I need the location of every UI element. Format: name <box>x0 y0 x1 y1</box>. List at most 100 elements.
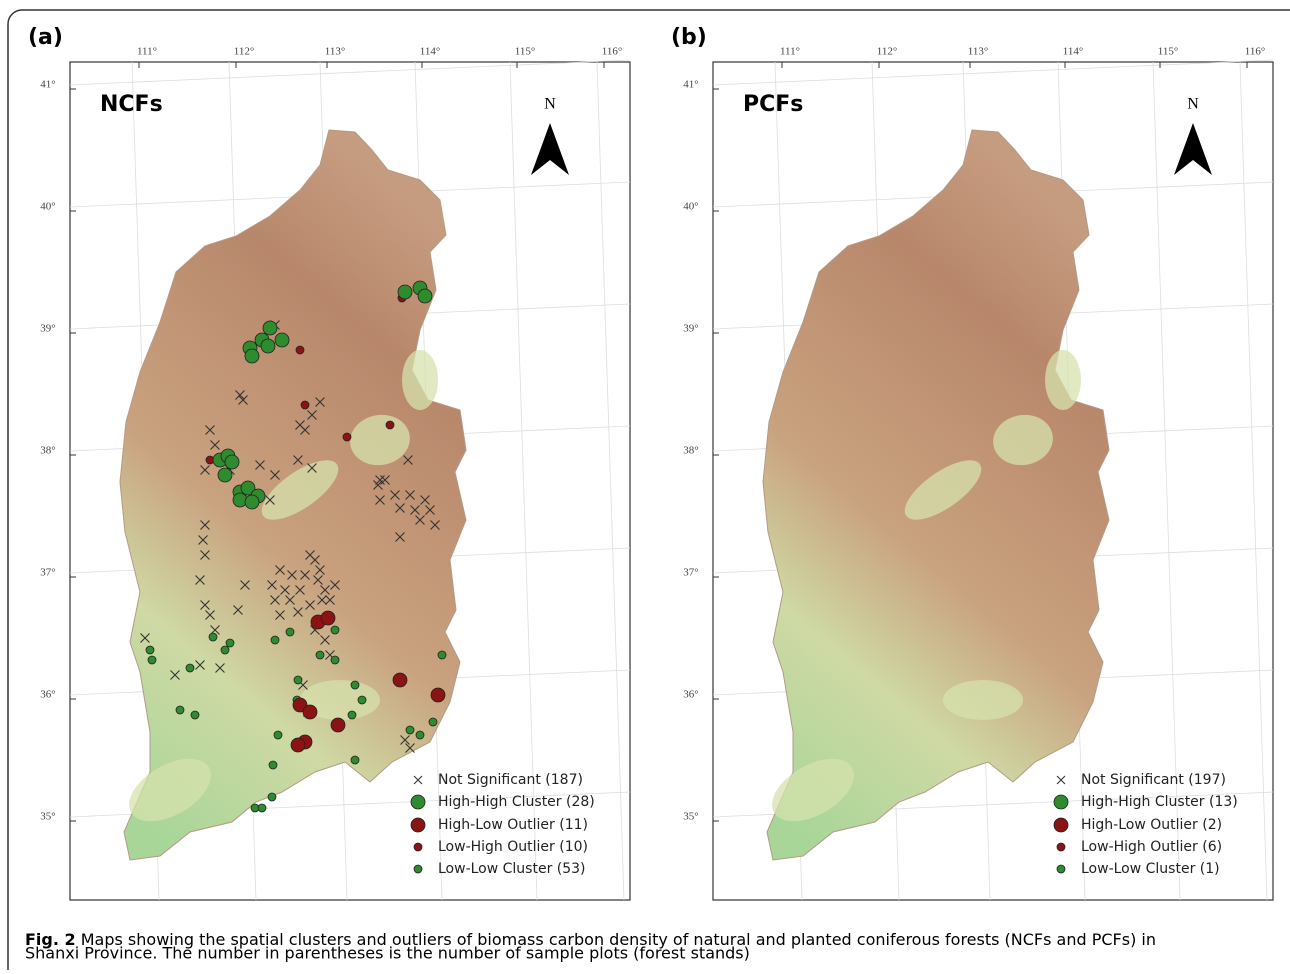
lon-tick-label: 112° <box>877 46 898 58</box>
valley <box>402 350 438 410</box>
low-low-marker <box>176 706 184 714</box>
low-high-marker <box>386 421 394 429</box>
low-low-marker <box>186 664 194 672</box>
high-high-marker <box>225 455 239 469</box>
low-low-marker <box>351 681 359 689</box>
low-low-marker <box>331 626 339 634</box>
lat-tick-label: 37° <box>683 567 698 579</box>
lon-tick-label: 113° <box>968 46 989 58</box>
lat-tick-label: 35° <box>683 811 698 823</box>
lat-tick-label: 35° <box>40 811 55 823</box>
legend-symbol <box>1057 865 1065 873</box>
high-high-marker <box>218 468 232 482</box>
legend-symbol <box>414 843 422 851</box>
lon-tick-label: 114° <box>420 46 441 58</box>
legend-label: High-Low Outlier (2) <box>1081 817 1222 833</box>
low-low-marker <box>226 639 234 647</box>
low-low-marker <box>348 711 356 719</box>
lon-tick-label: 115° <box>1158 46 1179 58</box>
lon-tick-label: 116° <box>1245 46 1266 58</box>
high-high-marker <box>418 289 432 303</box>
legend-label: High-High Cluster (13) <box>1081 794 1238 810</box>
lat-tick-label: 39° <box>683 323 698 335</box>
low-low-marker <box>148 656 156 664</box>
low-low-marker <box>209 633 217 641</box>
low-low-marker <box>406 726 414 734</box>
lon-tick-label: 113° <box>325 46 346 58</box>
legend-label: Low-High Outlier (6) <box>1081 839 1222 855</box>
low-low-marker <box>351 756 359 764</box>
panel-label: (b) <box>671 25 707 50</box>
legend-label: Low-Low Cluster (1) <box>1081 861 1220 877</box>
legend-symbol <box>414 865 422 873</box>
high-high-marker <box>245 495 259 509</box>
legend-symbol <box>1054 818 1068 832</box>
low-low-marker <box>358 696 366 704</box>
map-title: PCFs <box>743 92 803 117</box>
north-label: N <box>1187 96 1199 113</box>
lat-tick-label: 38° <box>683 445 698 457</box>
legend-label: High-Low Outlier (11) <box>438 817 588 833</box>
legend-label: Low-Low Cluster (53) <box>438 861 586 877</box>
caption-text: Shanxi Province. The number in parenthes… <box>25 944 750 963</box>
low-low-marker <box>316 651 324 659</box>
legend-symbol <box>411 795 425 809</box>
low-low-marker <box>429 718 437 726</box>
low-low-marker <box>271 636 279 644</box>
low-low-marker <box>274 731 282 739</box>
high-high-marker <box>275 333 289 347</box>
legend-symbol <box>1057 843 1065 851</box>
lat-tick-label: 40° <box>683 201 698 213</box>
lon-tick-label: 111° <box>780 46 800 58</box>
low-high-marker <box>296 346 304 354</box>
high-low-marker <box>393 673 407 687</box>
map-panel: (a)111°112°113°114°115°116°41°40°39°38°3… <box>28 25 630 900</box>
lat-tick-label: 37° <box>40 567 55 579</box>
low-low-marker <box>221 646 229 654</box>
high-low-marker <box>291 738 305 752</box>
lat-tick-label: 36° <box>40 689 55 701</box>
legend-label: High-High Cluster (28) <box>438 794 595 810</box>
low-low-marker <box>438 651 446 659</box>
lon-tick-label: 116° <box>602 46 623 58</box>
lat-tick-label: 39° <box>40 323 55 335</box>
high-low-marker <box>331 718 345 732</box>
lon-tick-label: 112° <box>234 46 255 58</box>
lat-tick-label: 36° <box>683 689 698 701</box>
legend-label: Not Significant (197) <box>1081 772 1226 788</box>
valley <box>943 680 1023 720</box>
legend-label: Not Significant (187) <box>438 772 583 788</box>
low-high-marker <box>301 401 309 409</box>
lon-tick-label: 114° <box>1063 46 1084 58</box>
lat-tick-label: 41° <box>40 79 55 91</box>
low-low-marker <box>286 628 294 636</box>
high-low-marker <box>321 611 335 625</box>
lat-tick-label: 41° <box>683 79 698 91</box>
figure: Fig. 2 Maps showing the spatial clusters… <box>0 0 1290 970</box>
low-low-marker <box>331 656 339 664</box>
high-high-marker <box>398 285 412 299</box>
high-high-marker <box>263 321 277 335</box>
high-low-marker <box>431 688 445 702</box>
low-low-marker <box>268 793 276 801</box>
map-title: NCFs <box>100 92 163 117</box>
panel-label: (a) <box>28 25 63 50</box>
high-low-marker <box>303 705 317 719</box>
legend-label: Low-High Outlier (10) <box>438 839 588 855</box>
north-label: N <box>544 96 556 113</box>
low-low-marker <box>258 804 266 812</box>
low-low-marker <box>146 646 154 654</box>
lat-tick-label: 40° <box>40 201 55 213</box>
legend-symbol <box>1054 795 1068 809</box>
lon-tick-label: 111° <box>137 46 157 58</box>
high-high-marker <box>245 349 259 363</box>
valley <box>1045 350 1081 410</box>
low-high-marker <box>343 433 351 441</box>
high-high-marker <box>261 339 275 353</box>
legend-symbol <box>411 818 425 832</box>
low-low-marker <box>269 761 277 769</box>
low-low-marker <box>191 711 199 719</box>
lat-tick-label: 38° <box>40 445 55 457</box>
low-low-marker <box>416 731 424 739</box>
map-panel: (b) 111° 112° 113° 114° 115° 116° 41° 40° 39° 38° 3… <box>671 25 1290 900</box>
